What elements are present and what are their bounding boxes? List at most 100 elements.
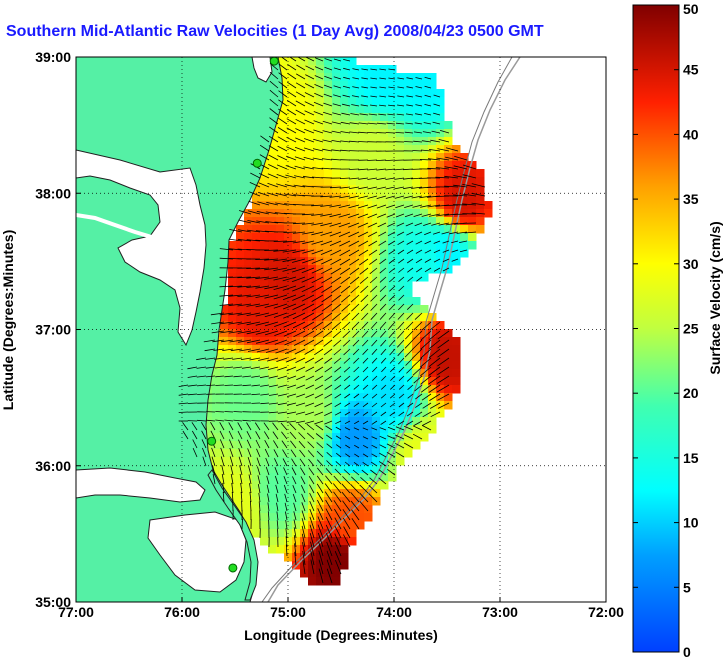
velocity-cell [292, 345, 301, 354]
velocity-vector [301, 518, 306, 530]
velocity-vector [255, 321, 270, 326]
velocity-vector [277, 145, 288, 152]
velocity-cell [300, 433, 309, 442]
velocity-vector [339, 240, 351, 247]
velocity-vector [304, 110, 315, 116]
velocity-cell [268, 337, 277, 346]
velocity-cell [252, 505, 261, 514]
velocity-cell [332, 57, 341, 66]
velocity-vector [255, 276, 270, 280]
velocity-cell [380, 433, 389, 442]
velocity-cell [396, 449, 405, 458]
velocity-cell [412, 361, 421, 370]
velocity-cell [412, 121, 421, 130]
velocity-cell [244, 401, 253, 410]
velocity-cell [428, 401, 437, 410]
velocity-vector [293, 330, 306, 338]
velocity-cell [420, 113, 429, 122]
velocity-vector [361, 321, 369, 329]
lon-tick-label: 73:00 [482, 604, 518, 620]
velocity-cell [316, 505, 325, 514]
velocity-cell [380, 449, 389, 458]
velocity-vector [302, 240, 315, 245]
velocity-vector [367, 186, 378, 190]
velocity-vector [371, 384, 378, 390]
velocity-cell [244, 385, 253, 394]
velocity-vector [361, 312, 369, 321]
velocity-vector [398, 411, 405, 417]
velocity-vector [371, 339, 378, 347]
velocity-vector [427, 204, 441, 208]
velocity-cell [292, 361, 301, 370]
velocity-vector [453, 165, 468, 170]
velocity-cell [364, 105, 373, 114]
velocity-cell [340, 489, 349, 498]
velocity-vector [246, 303, 261, 307]
velocity-vector [286, 411, 297, 415]
velocity-cell [228, 409, 237, 418]
velocity-cell [444, 217, 453, 226]
velocity-vector [378, 469, 387, 476]
velocity-vector [433, 94, 441, 98]
velocity-cell [332, 225, 341, 234]
velocity-vector [283, 321, 297, 328]
velocity-vector [376, 204, 387, 209]
velocity-cell [388, 209, 397, 218]
lon-tick-label: 72:00 [588, 604, 624, 620]
velocity-vector [332, 112, 342, 116]
velocity-cell [220, 481, 229, 490]
velocity-vector [412, 433, 423, 440]
velocity-cell [476, 185, 485, 194]
velocity-vector [352, 339, 360, 347]
velocity-cell [452, 161, 461, 170]
velocity-vector [224, 384, 234, 386]
velocity-vector [304, 128, 315, 134]
velocity-vector [302, 258, 315, 264]
velocity-cell [324, 513, 333, 522]
velocity-cell [412, 321, 421, 330]
velocity-cell [244, 441, 253, 450]
velocity-vector [370, 86, 378, 89]
velocity-cell [308, 449, 317, 458]
velocity-vector [377, 222, 387, 228]
velocity-vector [376, 186, 387, 190]
velocity-vector [436, 157, 450, 161]
velocity-vector [269, 89, 279, 98]
velocity-vector [445, 156, 459, 161]
velocity-cell [324, 113, 333, 122]
velocity-cell [308, 225, 317, 234]
velocity-cell [228, 393, 237, 402]
velocity-vector [403, 434, 414, 440]
velocity-vector [325, 425, 333, 431]
velocity-cell [300, 393, 309, 402]
velocity-vector [269, 80, 279, 89]
velocity-cell [412, 297, 421, 306]
velocity-vector [329, 195, 342, 198]
velocity-cell [316, 249, 325, 258]
velocity-vector [331, 303, 342, 312]
velocity-vector [275, 348, 288, 354]
velocity-cell [316, 209, 325, 218]
velocity-cell [332, 417, 341, 426]
velocity-cell [436, 337, 445, 346]
velocity-cell [276, 377, 285, 386]
velocity-cell [220, 433, 229, 442]
velocity-cell [308, 145, 317, 154]
velocity-cell [308, 169, 317, 178]
velocity-vector [352, 68, 360, 71]
velocity-cell [428, 345, 437, 354]
velocity-cell [468, 193, 477, 202]
velocity-vector [380, 339, 387, 347]
velocity-cell [308, 161, 317, 170]
velocity-vector [404, 348, 414, 358]
velocity-cell [356, 153, 365, 162]
velocity-vector [406, 77, 414, 80]
velocity-cell [204, 401, 213, 410]
velocity-cell [340, 369, 349, 378]
velocity-cell [244, 521, 253, 530]
velocity-vector [242, 384, 252, 387]
velocity-cell [252, 225, 261, 234]
velocity-cell [276, 113, 285, 122]
velocity-cell [388, 305, 397, 314]
velocity-vector [238, 219, 252, 224]
